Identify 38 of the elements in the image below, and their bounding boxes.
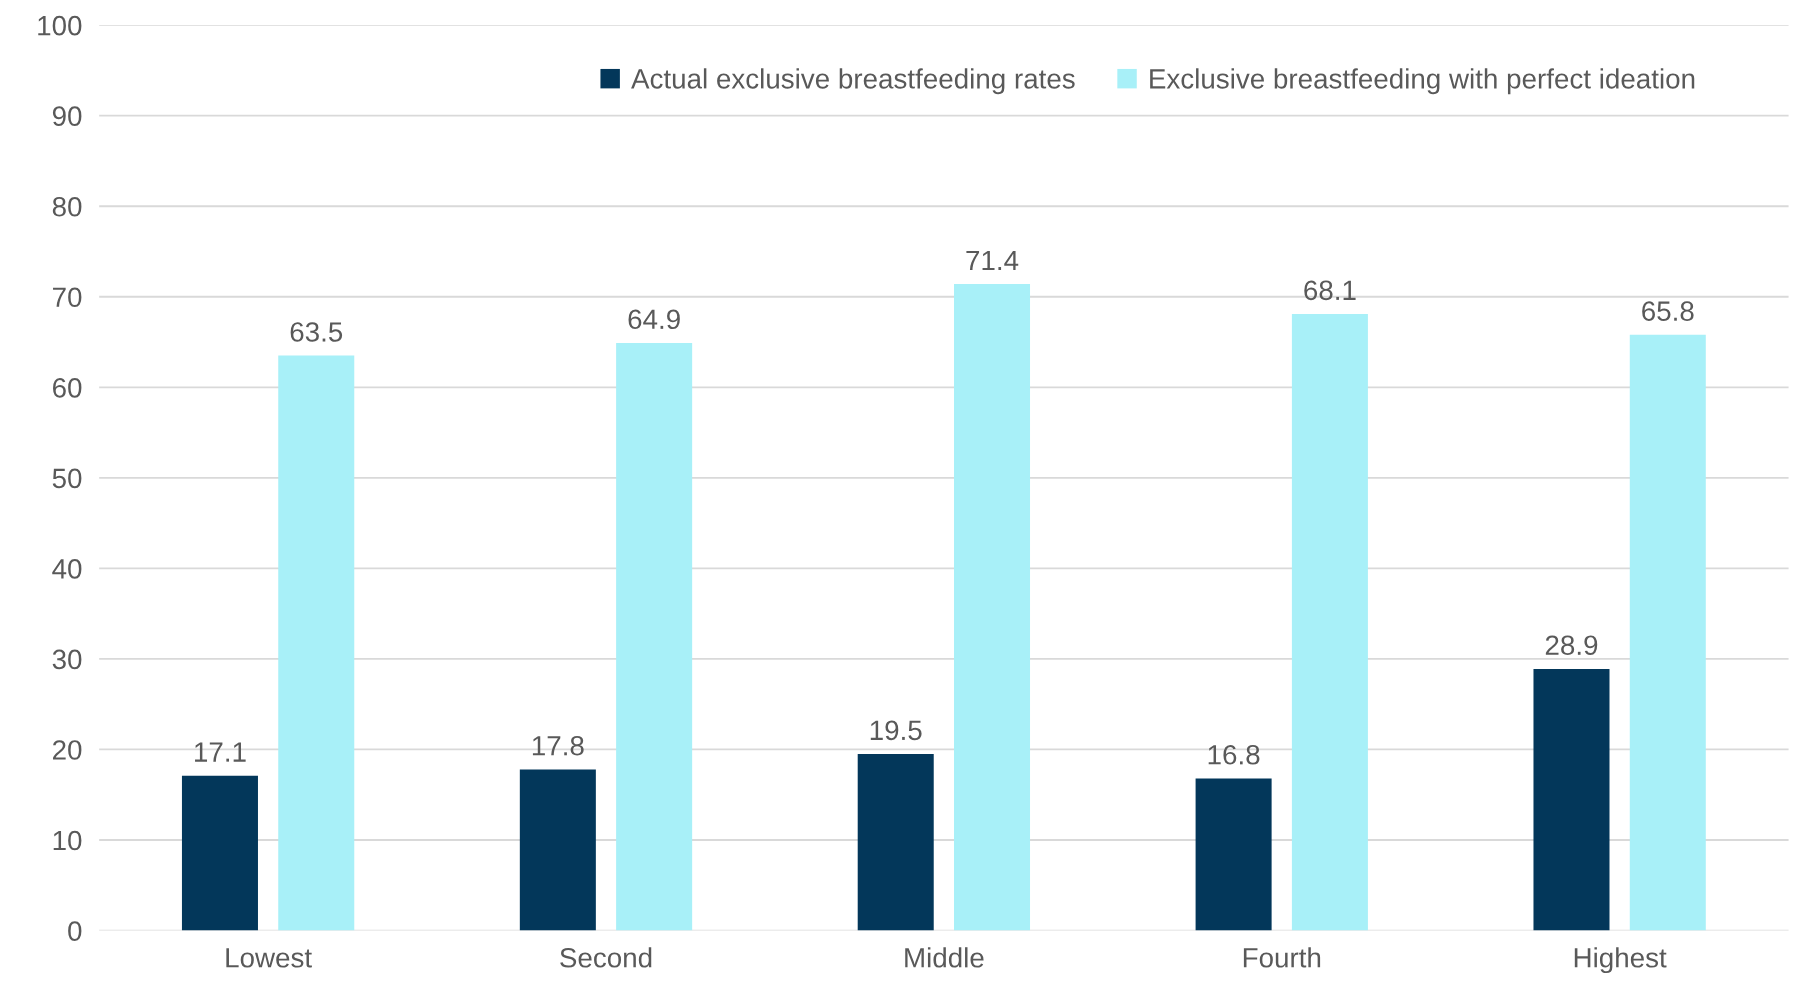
y-tick-label: 70 <box>53 287 82 308</box>
data-label: 19.5 <box>870 720 922 741</box>
data-label: 68.1 <box>1304 280 1356 301</box>
data-label: 28.9 <box>1545 635 1598 656</box>
legend-label: Exclusive breastfeeding with perfect ideation <box>1150 68 1695 95</box>
data-label: 71.4 <box>966 250 1019 270</box>
y-tick-label: 60 <box>53 377 82 398</box>
y-tick-label: 80 <box>52 196 82 217</box>
x-tick-label: Second <box>560 947 652 968</box>
y-tick-label: 50 <box>52 468 82 489</box>
y-tick-label: 30 <box>52 649 82 670</box>
legend-label: Actual exclusive breastfeeding rates <box>631 68 1075 95</box>
data-label: 65.8 <box>1642 301 1694 321</box>
data-label: 16.8 <box>1208 744 1260 765</box>
y-tick-label: 40 <box>52 559 82 579</box>
x-tick-label: Highest <box>1574 947 1667 974</box>
bar <box>857 754 934 931</box>
bar <box>616 342 693 931</box>
y-tick-label: 100 <box>38 15 82 36</box>
bar <box>1533 668 1610 931</box>
x-tick-label: Middle <box>905 947 984 968</box>
bar <box>954 284 1031 931</box>
y-tick-label: 0 <box>68 921 82 941</box>
bar <box>1195 778 1272 931</box>
y-tick-label: 10 <box>53 830 82 851</box>
bar <box>519 769 596 931</box>
data-label: 63.5 <box>290 322 343 342</box>
data-label: 17.8 <box>532 735 584 756</box>
bar <box>1291 313 1368 931</box>
bar <box>1629 334 1706 931</box>
x-tick-label: Fourth <box>1243 947 1321 968</box>
data-label: 64.9 <box>628 309 680 330</box>
y-tick-label: 20 <box>53 740 82 760</box>
bar <box>278 355 355 931</box>
data-label: 17.1 <box>195 742 246 762</box>
y-tick-label: 90 <box>52 106 82 127</box>
bar <box>181 775 258 931</box>
x-tick-label: Lowest <box>226 948 312 968</box>
